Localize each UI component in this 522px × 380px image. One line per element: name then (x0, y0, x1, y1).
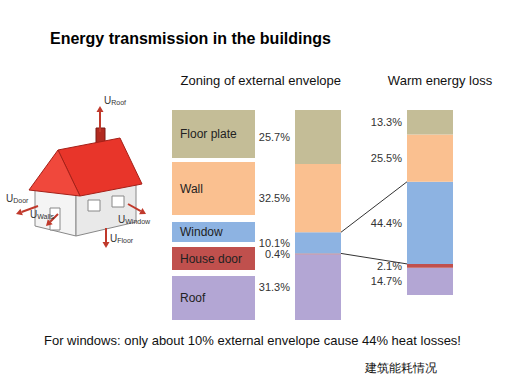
svg-text:Floor: Floor (117, 237, 134, 244)
svg-text:U: U (6, 193, 13, 204)
svg-text:U: U (118, 214, 125, 225)
svg-text:Walls: Walls (37, 213, 54, 220)
svg-text:14.7%: 14.7% (371, 275, 402, 287)
svg-text:U: U (104, 95, 111, 106)
svg-text:Window: Window (125, 218, 151, 225)
svg-text:0.4%: 0.4% (265, 248, 290, 260)
svg-text:31.3%: 31.3% (259, 281, 290, 293)
svg-text:Wall: Wall (180, 182, 203, 196)
svg-text:Energy transmission in the bui: Energy transmission in the buildings (50, 30, 331, 47)
svg-text:Roof: Roof (111, 99, 126, 106)
svg-text:13.3%: 13.3% (371, 116, 402, 128)
svg-text:32.5%: 32.5% (259, 192, 290, 204)
svg-text:25.5%: 25.5% (371, 152, 402, 164)
svg-text:Window: Window (180, 225, 223, 239)
svg-text:10.1%: 10.1% (259, 237, 290, 249)
svg-text:Roof: Roof (180, 291, 206, 305)
svg-text:Warm energy loss: Warm energy loss (388, 73, 493, 88)
svg-text:25.7%: 25.7% (259, 131, 290, 143)
svg-text:44.4%: 44.4% (371, 217, 402, 229)
svg-text:2.1%: 2.1% (377, 260, 402, 272)
svg-text:U: U (30, 209, 37, 220)
svg-text:Door: Door (13, 197, 29, 204)
svg-text:建筑能耗情况: 建筑能耗情况 (364, 361, 437, 375)
svg-text:U: U (110, 233, 117, 244)
svg-text:For windows: only about 10% ex: For windows: only about 10% external env… (44, 333, 461, 348)
svg-text:Floor plate: Floor plate (180, 127, 237, 141)
svg-text:Zoning of external envelope: Zoning of external envelope (181, 73, 341, 88)
svg-text:House door: House door (180, 252, 242, 266)
